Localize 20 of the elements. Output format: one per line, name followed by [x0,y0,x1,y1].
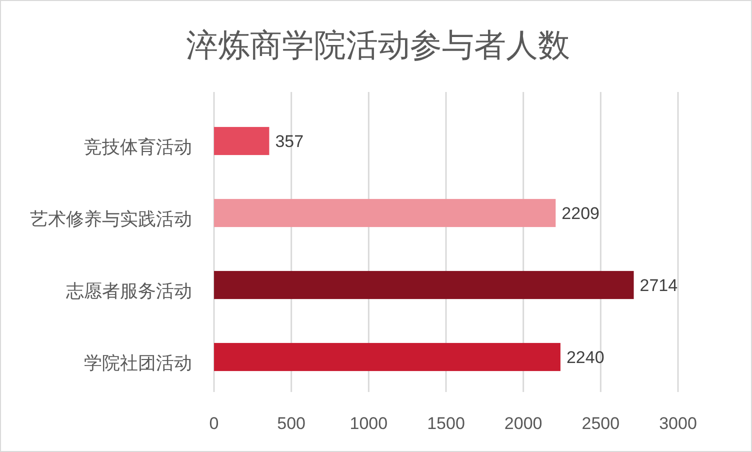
x-tick-label: 2000 [504,414,542,433]
x-tick-label: 1000 [350,414,388,433]
y-tick-label: 学院社团活动 [84,353,192,373]
bar [214,270,634,300]
bar [214,126,270,156]
x-tick-label: 2500 [582,414,620,433]
x-tick-label: 3000 [659,414,697,433]
x-tick-label: 500 [277,414,306,433]
y-tick-label: 艺术修养与实践活动 [30,209,192,229]
y-tick-label: 志愿者服务活动 [66,281,192,301]
bar [214,198,556,228]
bar [214,342,560,372]
x-tick-label: 0 [209,414,219,433]
data-label: 2240 [566,348,604,367]
data-label: 2209 [562,204,600,223]
data-label: 2714 [640,276,678,295]
y-tick-label: 竞技体育活动 [84,137,192,157]
title: 淬炼商学院活动参与者人数 [186,27,570,63]
data-label: 357 [275,132,304,151]
x-tick-label: 1500 [427,414,465,433]
